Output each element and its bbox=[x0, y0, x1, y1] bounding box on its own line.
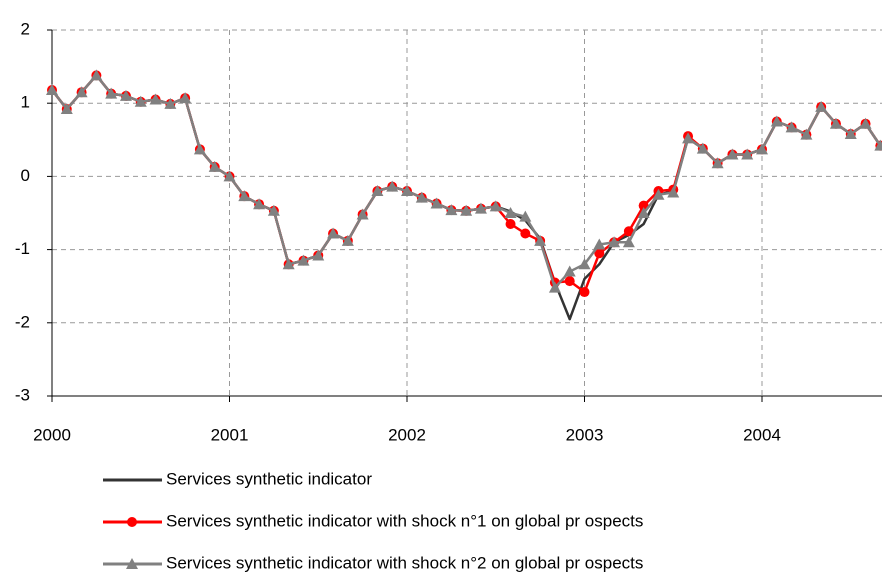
x-tick-label: 2002 bbox=[388, 425, 426, 444]
point bbox=[519, 210, 532, 222]
point bbox=[489, 200, 502, 212]
series-line bbox=[51, 74, 882, 289]
point bbox=[534, 234, 547, 246]
point bbox=[312, 249, 325, 261]
point bbox=[711, 157, 724, 169]
point bbox=[770, 115, 783, 127]
point bbox=[637, 207, 650, 218]
point bbox=[401, 185, 413, 197]
point bbox=[75, 86, 88, 98]
point bbox=[548, 281, 561, 293]
y-tick-label: -3 bbox=[15, 385, 30, 404]
legend-label: Services synthetic indicator with shock … bbox=[166, 553, 643, 572]
y-tick-label: -1 bbox=[15, 239, 30, 258]
point bbox=[208, 160, 221, 172]
point bbox=[726, 148, 739, 160]
x-tick-label: 2000 bbox=[33, 425, 71, 444]
point bbox=[371, 185, 384, 197]
point bbox=[563, 265, 576, 277]
y-tick-label: -2 bbox=[15, 312, 30, 331]
point bbox=[874, 139, 882, 151]
point bbox=[667, 186, 680, 198]
point bbox=[800, 128, 813, 140]
point bbox=[859, 117, 872, 129]
y-tick-label: 0 bbox=[21, 166, 30, 185]
point bbox=[785, 121, 798, 133]
point bbox=[696, 142, 709, 154]
point bbox=[149, 93, 162, 105]
x-tick-label: 2004 bbox=[743, 425, 781, 444]
series-line bbox=[51, 74, 882, 321]
legend-marker bbox=[126, 558, 138, 569]
point bbox=[844, 127, 857, 139]
point bbox=[445, 204, 458, 216]
point bbox=[253, 198, 266, 210]
point bbox=[119, 89, 132, 101]
point bbox=[60, 103, 73, 115]
x-tick-label: 2001 bbox=[211, 425, 249, 444]
point bbox=[327, 227, 340, 239]
point bbox=[238, 190, 251, 202]
point bbox=[504, 207, 517, 218]
point bbox=[415, 191, 428, 203]
point bbox=[579, 287, 590, 298]
y-tick-label: 2 bbox=[21, 19, 30, 38]
point bbox=[815, 100, 828, 112]
x-tick-label: 2003 bbox=[566, 425, 604, 444]
point bbox=[297, 254, 310, 266]
legend-label: Services synthetic indicator with shock … bbox=[166, 511, 643, 530]
point bbox=[282, 258, 295, 270]
point bbox=[682, 132, 695, 144]
point bbox=[520, 228, 531, 239]
point bbox=[134, 95, 147, 107]
point bbox=[193, 143, 206, 155]
point bbox=[474, 202, 487, 214]
point bbox=[105, 87, 118, 99]
point bbox=[756, 143, 768, 155]
point bbox=[46, 84, 58, 96]
point bbox=[652, 188, 665, 200]
point bbox=[341, 234, 354, 246]
point bbox=[430, 197, 443, 209]
point bbox=[623, 226, 634, 237]
point bbox=[505, 218, 516, 229]
point bbox=[267, 204, 280, 216]
legend-label: Services synthetic indicator bbox=[166, 469, 372, 488]
point bbox=[179, 92, 192, 104]
point bbox=[593, 238, 606, 250]
point bbox=[578, 258, 591, 270]
point bbox=[90, 69, 103, 81]
point bbox=[741, 148, 754, 160]
y-tick-label: 1 bbox=[21, 93, 30, 112]
legend-marker bbox=[127, 517, 137, 527]
point bbox=[164, 97, 177, 109]
point bbox=[622, 236, 635, 248]
series-line bbox=[51, 74, 882, 294]
point bbox=[460, 204, 473, 216]
point bbox=[608, 236, 621, 248]
point bbox=[564, 276, 575, 287]
point bbox=[223, 170, 236, 182]
point bbox=[829, 117, 842, 129]
point bbox=[356, 208, 369, 220]
point bbox=[594, 248, 605, 259]
point bbox=[386, 180, 399, 192]
